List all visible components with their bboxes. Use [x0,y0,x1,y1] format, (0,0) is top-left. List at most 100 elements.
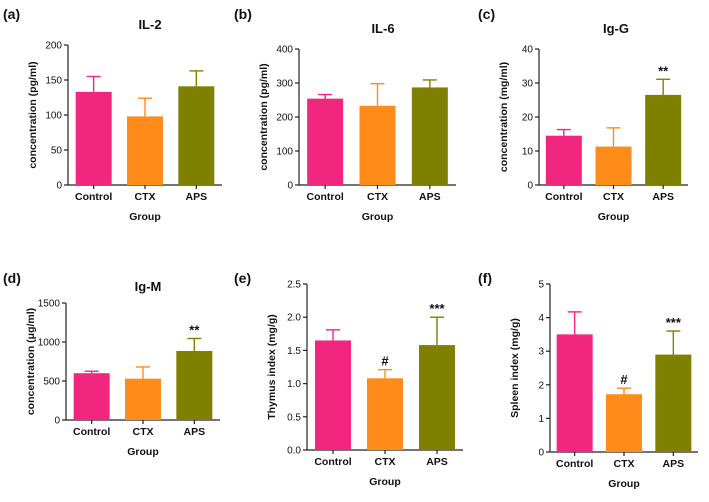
panel-e: (e) 0.0 0.5 1.0 1.5 2.0 2.5 Control CTX # APS *** Gr… [234,270,463,488]
y-tick-label: 2.5 [287,280,301,291]
panel-label: (e) [234,270,251,286]
x-axis-title: Group [598,211,630,223]
x-tick-label: CTX [614,458,635,470]
y-tick-label: 5 [538,280,544,291]
panel-b: (b) IL-6 0 100 200 300 400 Control CTX APS Group co… [234,6,456,223]
y-tick-label: 150 [45,76,62,87]
y-tick-label: 0 [54,416,60,427]
y-tick-label: 50 [51,146,63,157]
bar-aps [411,87,448,185]
x-tick-label: APS [426,456,448,468]
x-tick-label: APS [652,191,674,203]
bar-ctx [359,105,396,185]
x-tick-label: APS [419,191,441,203]
y-tick-label: 0.5 [287,412,301,423]
y-tick-label: 1.5 [287,346,301,357]
x-tick-label: CTX [603,191,624,203]
x-axis-title: Group [369,476,401,488]
panel-label: (c) [478,6,495,22]
significance-marker: *** [429,301,445,316]
x-axis-title: Group [608,478,640,490]
bar-ctx [606,394,642,452]
panel-c: (c) Ig-G 0 10 20 30 40 Control CTX APS ** Group conc… [478,6,688,223]
bar-aps [176,350,213,420]
y-tick-label: 2.0 [287,313,301,324]
x-tick-label: APS [186,191,208,203]
panel-title: IL-2 [138,17,161,32]
y-tick-label: 0 [538,448,544,459]
y-tick-label: 0 [56,181,62,192]
y-axis-title: concentration (pg/ml) [258,63,270,170]
panel-title: Ig-M [135,279,162,294]
x-tick-label: Control [307,191,344,203]
x-tick-label: CTX [135,191,156,203]
bar-ctx [125,378,161,420]
y-axis-title: Spleen index (mg/g) [509,318,521,418]
y-axis-title: concentration (μg/ml) [25,308,37,415]
panel-f: (f) 0 1 2 3 4 5 Control CTX # APS *** Group Spleen in… [478,270,698,490]
y-tick-label: 400 [276,45,293,56]
bar-aps [655,354,692,452]
bar-control [307,98,344,185]
bar-aps [645,94,682,185]
y-tick-label: 40 [522,45,534,56]
panel-title: IL-6 [371,21,394,36]
x-tick-label: Control [545,191,582,203]
significance-marker: *** [666,315,682,330]
x-axis-title: Group [362,211,394,223]
y-tick-label: 0 [527,181,533,192]
panel-a: (a) IL-2 0 50 100 150 200 Control CTX APS Group con… [3,6,222,223]
x-tick-label: CTX [133,426,154,438]
y-tick-label: 1 [538,414,544,425]
y-tick-label: 300 [276,79,293,90]
y-tick-label: 200 [45,41,62,52]
y-tick-label: 100 [45,111,62,122]
y-tick-label: 100 [276,147,293,158]
y-tick-label: 3 [538,347,544,358]
y-tick-label: 1.0 [287,379,301,390]
panel-label: (d) [3,270,21,286]
panel-label: (b) [234,6,252,22]
bar-aps [178,86,215,185]
panel-label: (a) [3,6,20,22]
bar-ctx [595,146,632,185]
y-tick-label: 1500 [38,299,61,310]
bar-ctx [367,378,403,450]
y-tick-label: 0.0 [287,446,301,457]
bar-control [315,340,351,450]
significance-marker: # [620,372,628,387]
y-axis-title: concentration (pg/ml) [27,61,39,168]
panel-label: (f) [478,270,492,286]
x-tick-label: APS [663,458,685,470]
x-tick-label: CTX [375,456,396,468]
x-axis-title: Group [129,211,161,223]
panel-title: Ig-G [603,21,629,36]
bar-control [556,334,593,452]
x-axis-title: Group [127,446,159,458]
significance-marker: ** [658,63,669,78]
y-axis-title: concentration (mg/ml) [498,62,510,172]
bar-control [75,91,112,185]
x-tick-label: Control [556,458,593,470]
y-tick-label: 20 [522,113,534,124]
y-axis-title: Thymus index (mg/g) [266,314,278,420]
bar-ctx [127,116,163,185]
y-tick-label: 10 [522,147,534,158]
x-tick-label: Control [75,191,112,203]
significance-marker: # [381,354,389,369]
bar-control [73,373,110,420]
bar-control [545,135,582,185]
x-tick-label: Control [314,456,351,468]
y-tick-label: 2 [538,380,544,391]
y-tick-label: 200 [276,113,293,124]
x-tick-label: CTX [367,191,388,203]
y-tick-label: 4 [538,313,544,324]
y-tick-label: 0 [287,181,293,192]
y-tick-label: 500 [43,377,60,388]
y-tick-label: 30 [522,79,534,90]
significance-marker: ** [189,322,200,337]
y-tick-label: 1000 [38,338,61,349]
bar-aps [419,345,455,450]
panel-d: (d) Ig-M 0 500 1000 1500 Control CTX APS ** Group c… [3,270,220,458]
